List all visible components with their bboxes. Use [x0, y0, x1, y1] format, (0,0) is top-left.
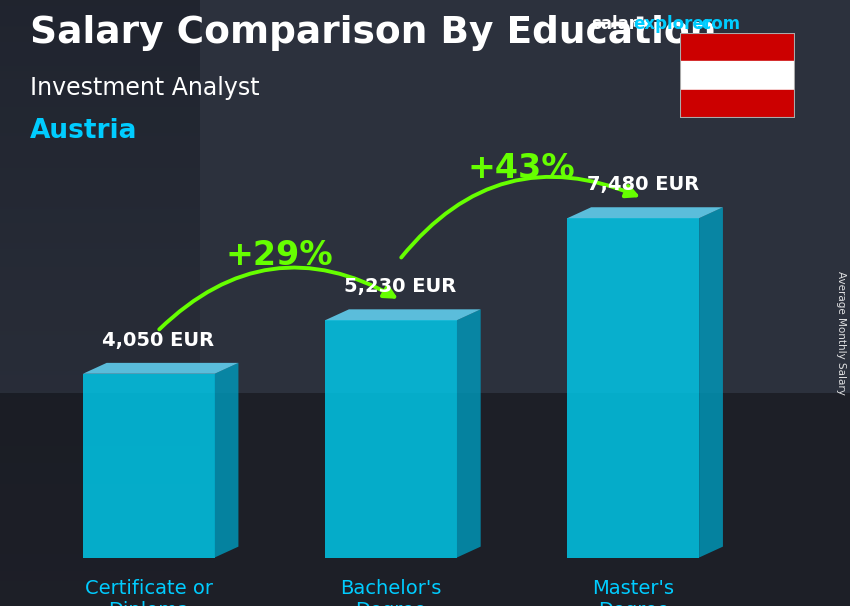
Polygon shape [568, 218, 699, 558]
Bar [680, 61, 795, 90]
Text: Investment Analyst: Investment Analyst [30, 76, 259, 100]
Text: explorer: explorer [633, 15, 712, 33]
Text: .com: .com [695, 15, 740, 33]
Text: 4,050 EUR: 4,050 EUR [102, 330, 214, 350]
Text: Salary Comparison By Education: Salary Comparison By Education [30, 15, 716, 51]
Bar [680, 33, 795, 61]
Polygon shape [568, 207, 722, 218]
Polygon shape [699, 207, 722, 558]
Text: Certificate or
Diploma: Certificate or Diploma [85, 579, 212, 606]
Polygon shape [325, 320, 457, 558]
Text: 5,230 EUR: 5,230 EUR [344, 277, 456, 296]
Text: Average Monthly Salary: Average Monthly Salary [836, 271, 846, 395]
Polygon shape [325, 309, 481, 320]
Polygon shape [457, 309, 481, 558]
Polygon shape [82, 363, 238, 374]
Text: salary: salary [591, 15, 648, 33]
Polygon shape [214, 363, 238, 558]
Text: +43%: +43% [468, 152, 575, 185]
Text: Master's
Degree: Master's Degree [592, 579, 674, 606]
Text: Austria: Austria [30, 118, 137, 144]
Text: 7,480 EUR: 7,480 EUR [586, 175, 699, 194]
Text: +29%: +29% [225, 239, 332, 271]
Bar [680, 90, 795, 118]
Polygon shape [82, 374, 214, 558]
Text: Bachelor's
Degree: Bachelor's Degree [340, 579, 442, 606]
